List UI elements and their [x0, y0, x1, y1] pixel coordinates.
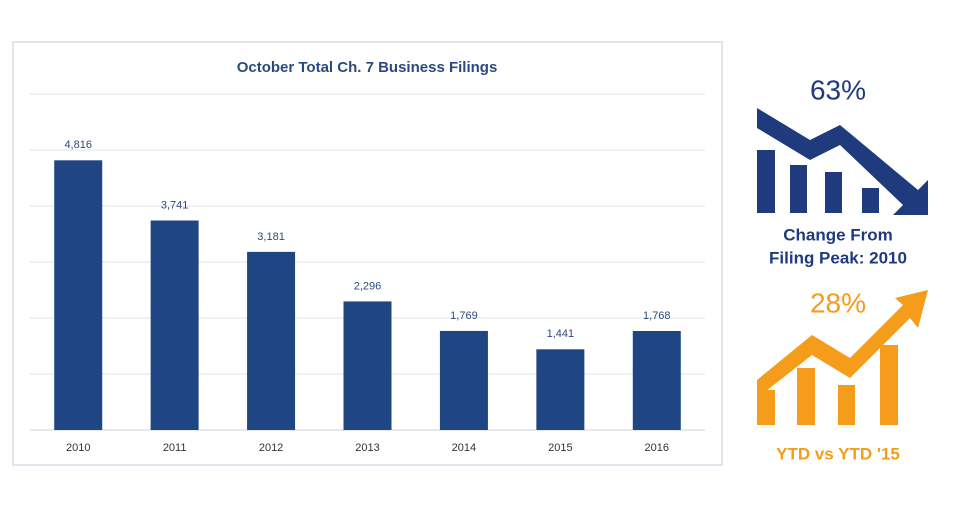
callout-value: 63% — [810, 74, 866, 105]
value-label: 4,816 — [64, 139, 92, 151]
x-tick-label: 2014 — [452, 442, 476, 454]
value-label: 1,769 — [450, 310, 478, 322]
x-tick-label: 2015 — [548, 442, 572, 454]
bar — [439, 330, 488, 430]
value-label: 1,441 — [547, 328, 575, 340]
bar — [632, 330, 681, 430]
value-label: 3,741 — [161, 199, 189, 211]
bar — [536, 349, 585, 430]
chart-title: October Total Ch. 7 Business Filings — [237, 59, 498, 76]
callout-label: YTD vs YTD '15 — [776, 444, 900, 463]
callout-label: Filing Peak: 2010 — [769, 248, 907, 267]
value-label: 3,181 — [257, 231, 285, 243]
down-trend-icon — [757, 108, 928, 215]
bar — [54, 160, 103, 430]
bar — [150, 220, 199, 430]
x-tick-label: 2016 — [645, 442, 669, 454]
callout-label: Change From — [783, 225, 893, 244]
callout-value: 28% — [810, 287, 866, 318]
value-label: 1,768 — [643, 310, 671, 322]
x-tick-label: 2012 — [259, 442, 283, 454]
x-tick-label: 2013 — [355, 442, 379, 454]
x-tick-label: 2010 — [66, 442, 90, 454]
value-label: 2,296 — [354, 280, 382, 292]
up-trend-icon — [757, 290, 928, 425]
bar — [247, 251, 296, 430]
bar — [343, 301, 392, 430]
x-tick-label: 2011 — [163, 442, 187, 454]
